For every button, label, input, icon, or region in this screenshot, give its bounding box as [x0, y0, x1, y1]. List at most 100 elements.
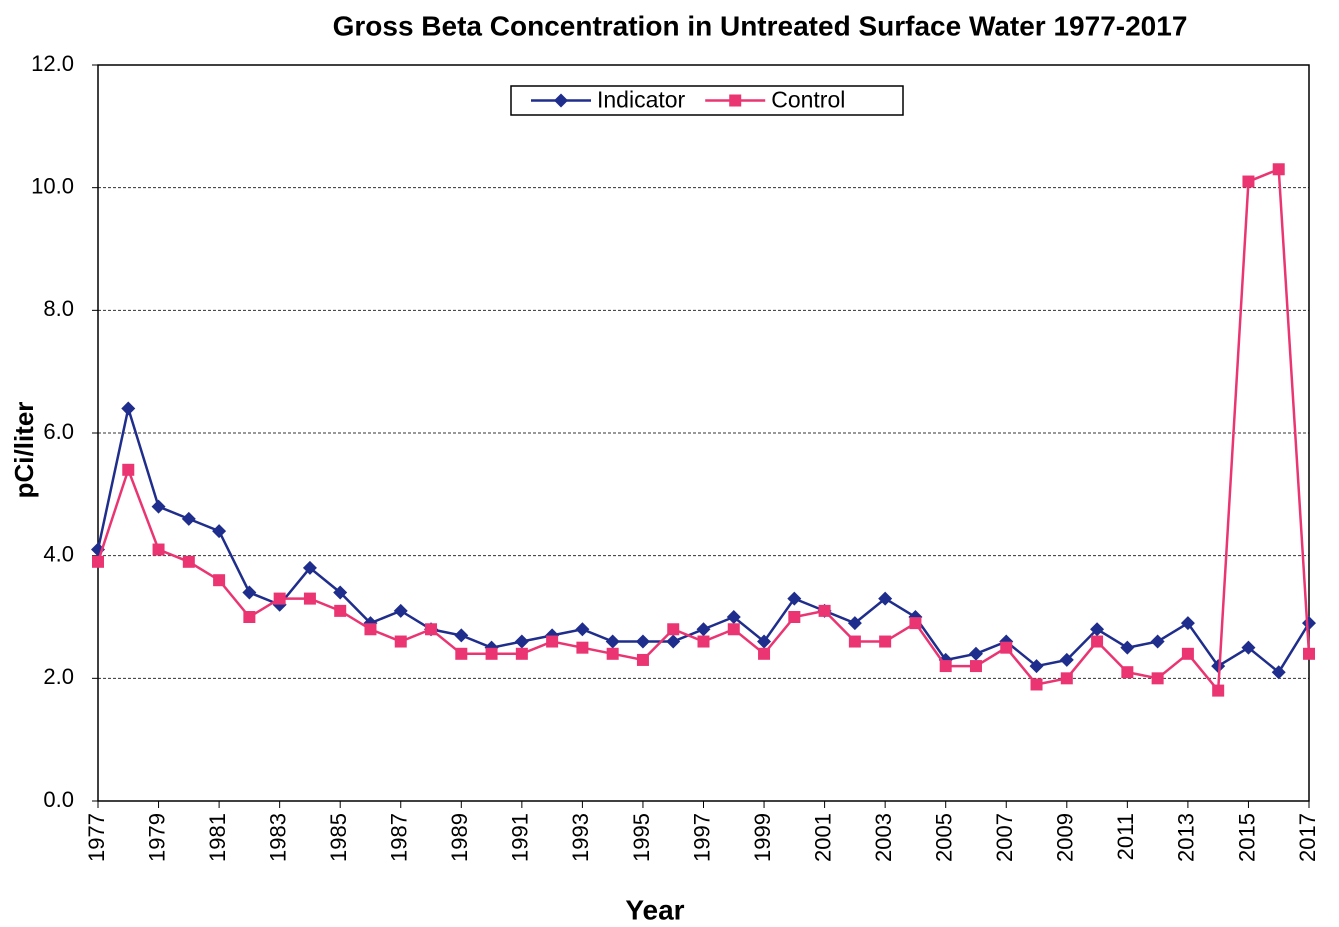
point — [1060, 672, 1073, 685]
point — [393, 603, 408, 618]
x-tick-label: 2007 — [992, 813, 1017, 862]
point — [92, 555, 104, 568]
point — [242, 585, 257, 600]
x-tick-label: 2005 — [932, 813, 957, 862]
x-tick-label: 2009 — [1053, 813, 1078, 862]
legend-marker — [554, 93, 568, 108]
point — [181, 511, 196, 526]
x-tick-label: 2001 — [810, 813, 835, 862]
point — [425, 623, 438, 636]
point — [576, 641, 589, 654]
y-axis-label: pCi/liter — [9, 402, 39, 499]
point — [455, 647, 468, 660]
point — [879, 635, 892, 648]
x-tick-label: 1977 — [84, 813, 109, 862]
point — [847, 616, 862, 631]
point — [1090, 622, 1105, 637]
point — [152, 543, 165, 556]
point — [485, 647, 498, 660]
point — [1059, 652, 1074, 667]
point — [1303, 647, 1315, 660]
x-tick-label: 1981 — [205, 813, 230, 862]
point — [788, 611, 801, 623]
point — [787, 591, 802, 606]
point — [758, 647, 771, 660]
y-tick-label: 0.0 — [43, 787, 74, 812]
point — [514, 634, 529, 649]
series-line — [96, 167, 1311, 694]
x-tick-label: 2011 — [1113, 813, 1138, 860]
y-tick-label: 8.0 — [43, 296, 74, 321]
point — [454, 628, 469, 643]
point — [666, 634, 681, 649]
x-tick-label: 1995 — [629, 813, 654, 862]
y-tick-label: 10.0 — [31, 173, 74, 198]
point — [546, 635, 559, 648]
point — [878, 591, 893, 606]
y-tick-label: 4.0 — [43, 541, 74, 566]
x-tick-label: 1999 — [750, 813, 775, 862]
point — [606, 647, 619, 660]
point — [1181, 647, 1194, 660]
point — [302, 560, 317, 575]
point — [212, 524, 227, 539]
point — [1091, 635, 1104, 648]
point — [1212, 684, 1225, 697]
point — [696, 622, 711, 637]
x-tick-label: 1993 — [568, 813, 593, 862]
point — [151, 499, 166, 514]
point — [1242, 175, 1255, 188]
point — [1271, 665, 1286, 680]
point — [1120, 640, 1135, 655]
point — [969, 660, 982, 673]
point — [1151, 672, 1164, 685]
point — [213, 574, 226, 587]
x-tick-label: 1991 — [508, 813, 533, 862]
point — [364, 623, 377, 636]
point — [727, 623, 740, 636]
x-tick-label: 1987 — [387, 813, 412, 862]
point — [1029, 659, 1044, 674]
point — [1272, 163, 1285, 176]
point — [1180, 616, 1195, 631]
x-tick-label: 1983 — [265, 813, 290, 862]
point — [575, 622, 590, 637]
x-tick-label: 2017 — [1295, 813, 1320, 862]
point — [909, 617, 922, 630]
point — [726, 610, 741, 624]
point — [303, 592, 316, 605]
point — [1211, 659, 1226, 674]
point — [182, 555, 195, 568]
point — [515, 647, 528, 660]
legend-marker — [729, 94, 742, 107]
x-tick-label: 2013 — [1174, 813, 1199, 862]
point — [818, 604, 831, 617]
point — [848, 635, 861, 648]
point — [333, 585, 348, 600]
point — [605, 634, 620, 649]
point — [1150, 634, 1165, 649]
point — [1000, 641, 1013, 654]
point — [1241, 640, 1256, 655]
point — [394, 635, 407, 648]
x-tick-label: 1989 — [447, 813, 472, 862]
point — [635, 634, 650, 649]
point — [1121, 666, 1134, 679]
y-tick-label: 12.0 — [31, 51, 74, 76]
point — [968, 646, 983, 661]
point — [697, 635, 710, 648]
x-tick-label: 2003 — [871, 813, 896, 862]
point — [757, 634, 772, 649]
point — [636, 653, 649, 666]
point — [273, 592, 286, 605]
point — [1030, 678, 1043, 691]
y-tick-label: 6.0 — [43, 419, 74, 444]
point — [1302, 616, 1316, 631]
chart-title: Gross Beta Concentration in Untreated Su… — [333, 10, 1188, 41]
x-tick-label: 1979 — [144, 813, 169, 862]
x-axis-label: Year — [625, 894, 684, 925]
point — [939, 660, 952, 673]
point — [667, 623, 680, 636]
legend-label: Indicator — [597, 87, 686, 113]
x-tick-label: 2015 — [1234, 813, 1259, 862]
